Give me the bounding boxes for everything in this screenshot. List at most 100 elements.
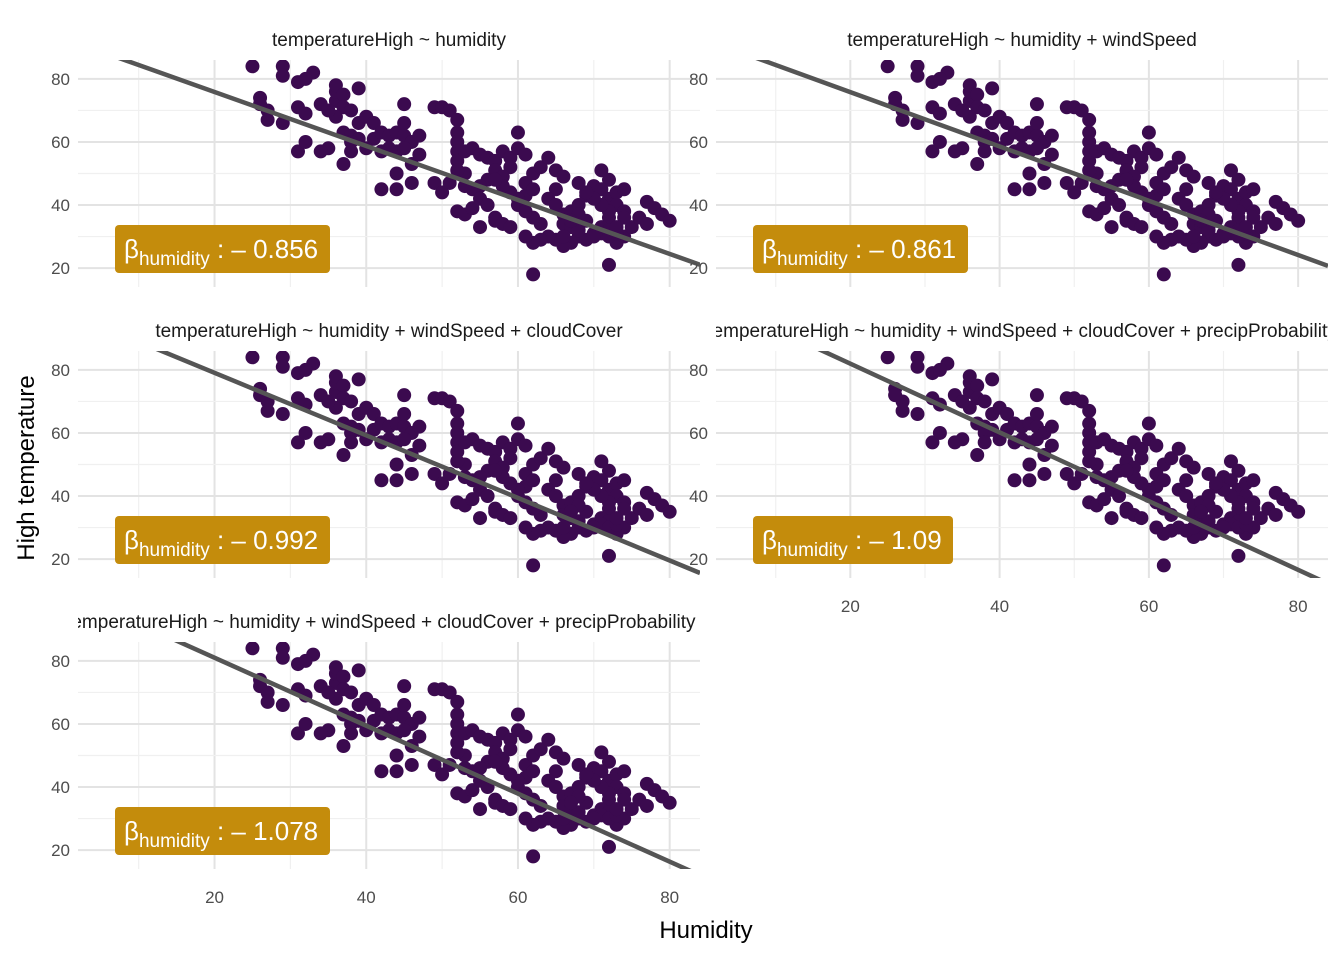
data-point [313, 435, 328, 450]
data-point [1029, 388, 1044, 403]
data-point [1067, 476, 1082, 491]
data-point [465, 492, 480, 507]
data-point [351, 372, 366, 387]
x-tick-label: 40 [990, 597, 1009, 616]
data-point [977, 103, 992, 118]
coefficient-badge: βhumidity : – 0.856 [115, 225, 330, 273]
data-point [275, 359, 290, 374]
data-point [526, 558, 541, 573]
data-point [970, 378, 985, 393]
data-point [617, 501, 632, 516]
panel-5: temperatureHigh ~ humidity + windSpeed +… [51, 612, 700, 907]
data-point [389, 166, 404, 181]
data-point [397, 679, 412, 694]
data-point [1082, 403, 1097, 418]
data-point [1037, 466, 1052, 481]
data-point [541, 150, 556, 165]
data-point [435, 767, 450, 782]
x-tick-label: 60 [508, 888, 527, 907]
panel-strip-title: temperatureHigh ~ humidity + windSpeed [847, 30, 1197, 51]
data-point [298, 653, 313, 668]
y-tick-label: 80 [51, 361, 70, 380]
data-point [1223, 473, 1238, 488]
panel-2: temperatureHigh ~ humidity + windSpeed 20… [689, 30, 1328, 287]
data-point [1201, 223, 1216, 238]
data-point [1216, 520, 1231, 535]
badge-label: βhumidity : – 0.861 [762, 234, 956, 270]
data-point [947, 435, 962, 450]
data-point [1179, 489, 1194, 504]
coef-symbol: β [762, 234, 777, 264]
data-point [601, 463, 616, 478]
data-point [1134, 220, 1149, 235]
data-point [1201, 466, 1216, 481]
data-point [336, 157, 351, 172]
y-tick-label: 40 [51, 778, 70, 797]
data-point [298, 71, 313, 86]
badge-label: βhumidity : – 1.09 [762, 525, 942, 561]
data-point [351, 663, 366, 678]
data-point [336, 378, 351, 393]
data-point [910, 359, 925, 374]
coef-subscript: humidity [139, 540, 210, 561]
data-point [518, 729, 533, 744]
data-point [1156, 267, 1171, 282]
x-tick-label: 40 [357, 888, 376, 907]
coef-symbol: β [124, 525, 139, 555]
coef-symbol: β [124, 816, 139, 846]
data-point [1201, 175, 1216, 190]
data-point [617, 792, 632, 807]
data-point [397, 97, 412, 112]
data-point [662, 795, 677, 810]
data-point [1268, 507, 1283, 522]
data-point [336, 448, 351, 463]
data-point [970, 87, 985, 102]
data-point [932, 106, 947, 121]
data-point [313, 144, 328, 159]
fit-line [117, 60, 700, 267]
data-point [480, 198, 495, 213]
data-point [397, 698, 412, 713]
data-point [404, 466, 419, 481]
data-point [1231, 257, 1246, 272]
y-tick-label: 40 [51, 487, 70, 506]
coef-subscript: humidity [139, 831, 210, 852]
data-point [442, 394, 457, 409]
data-point [548, 198, 563, 213]
data-point [321, 103, 336, 118]
data-point [1238, 220, 1253, 235]
data-point [1164, 451, 1179, 466]
x-tick-label: 20 [841, 597, 860, 616]
data-point [1253, 511, 1268, 526]
data-point [594, 182, 609, 197]
data-point [1246, 210, 1261, 225]
y-tick-label: 40 [51, 196, 70, 215]
data-point [510, 416, 525, 431]
data-point [412, 729, 427, 744]
data-point [1134, 511, 1149, 526]
data-point [579, 185, 594, 200]
data-point [1291, 213, 1306, 228]
data-point [985, 81, 1000, 96]
data-point [298, 362, 313, 377]
data-point [374, 182, 389, 197]
data-point [533, 742, 548, 757]
data-point [290, 435, 305, 450]
data-point [404, 175, 419, 190]
coef-symbol: β [124, 234, 139, 264]
data-point [290, 144, 305, 159]
data-point [1149, 438, 1164, 453]
data-point [1082, 112, 1097, 127]
data-point [389, 182, 404, 197]
data-point [510, 125, 525, 140]
data-point [526, 267, 541, 282]
data-point [397, 116, 412, 131]
data-point [526, 849, 541, 864]
data-point [1112, 198, 1127, 213]
data-point [1074, 394, 1089, 409]
x-tick-label: 80 [660, 888, 679, 907]
data-point [1044, 128, 1059, 143]
data-point [510, 707, 525, 722]
data-point [1156, 473, 1171, 488]
coef-value: : – 0.856 [210, 234, 318, 264]
